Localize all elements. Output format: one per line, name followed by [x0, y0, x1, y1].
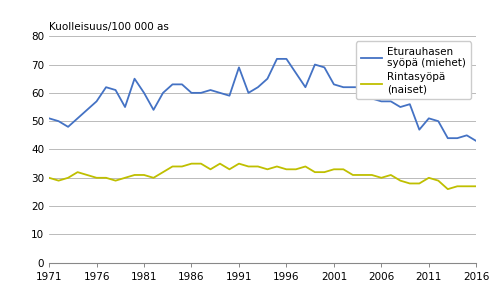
Eturauhasen
syöpä (miehet) [94, 100, 100, 103]
Eturauhasen
syöpä (miehet) [407, 102, 413, 106]
Eturauhasen
syöpä (miehet) [340, 85, 346, 89]
Rintasyöpä
(naiset) [283, 168, 289, 171]
Eturauhasen
syöpä (miehet) [46, 117, 52, 120]
Eturauhasen
syöpä (miehet) [122, 105, 128, 109]
Eturauhasen
syöpä (miehet) [464, 133, 470, 137]
Eturauhasen
syöpä (miehet) [236, 66, 242, 69]
Rintasyöpä
(naiset) [198, 162, 204, 165]
Rintasyöpä
(naiset) [94, 176, 100, 180]
Eturauhasen
syöpä (miehet) [473, 139, 479, 143]
Rintasyöpä
(naiset) [445, 187, 451, 191]
Rintasyöpä
(naiset) [274, 165, 280, 168]
Eturauhasen
syöpä (miehet) [293, 71, 299, 75]
Rintasyöpä
(naiset) [350, 173, 356, 177]
Eturauhasen
syöpä (miehet) [388, 100, 394, 103]
Text: Kuolleisuus/100 000 as: Kuolleisuus/100 000 as [49, 22, 169, 32]
Eturauhasen
syöpä (miehet) [189, 91, 194, 95]
Rintasyöpä
(naiset) [84, 173, 90, 177]
Eturauhasen
syöpä (miehet) [426, 117, 432, 120]
Eturauhasen
syöpä (miehet) [103, 85, 109, 89]
Eturauhasen
syöpä (miehet) [331, 82, 337, 86]
Rintasyöpä
(naiset) [189, 162, 194, 165]
Eturauhasen
syöpä (miehet) [436, 119, 441, 123]
Rintasyöpä
(naiset) [454, 185, 460, 188]
Rintasyöpä
(naiset) [246, 165, 251, 168]
Rintasyöpä
(naiset) [122, 176, 128, 180]
Rintasyöpä
(naiset) [151, 176, 157, 180]
Rintasyöpä
(naiset) [397, 179, 403, 182]
Eturauhasen
syöpä (miehet) [397, 105, 403, 109]
Line: Rintasyöpä
(naiset): Rintasyöpä (naiset) [49, 164, 476, 189]
Eturauhasen
syöpä (miehet) [274, 57, 280, 61]
Rintasyöpä
(naiset) [112, 179, 118, 182]
Rintasyöpä
(naiset) [226, 168, 232, 171]
Eturauhasen
syöpä (miehet) [255, 85, 261, 89]
Eturauhasen
syöpä (miehet) [312, 63, 318, 66]
Rintasyöpä
(naiset) [132, 173, 137, 177]
Eturauhasen
syöpä (miehet) [84, 108, 90, 112]
Eturauhasen
syöpä (miehet) [208, 88, 214, 92]
Eturauhasen
syöpä (miehet) [265, 77, 271, 81]
Rintasyöpä
(naiset) [340, 168, 346, 171]
Rintasyöpä
(naiset) [141, 173, 147, 177]
Line: Eturauhasen
syöpä (miehet): Eturauhasen syöpä (miehet) [49, 59, 476, 141]
Rintasyöpä
(naiset) [302, 165, 308, 168]
Rintasyöpä
(naiset) [75, 170, 81, 174]
Eturauhasen
syöpä (miehet) [151, 108, 157, 112]
Rintasyöpä
(naiset) [388, 173, 394, 177]
Eturauhasen
syöpä (miehet) [283, 57, 289, 61]
Rintasyöpä
(naiset) [379, 176, 384, 180]
Rintasyöpä
(naiset) [436, 179, 441, 182]
Eturauhasen
syöpä (miehet) [179, 82, 185, 86]
Rintasyöpä
(naiset) [322, 170, 327, 174]
Rintasyöpä
(naiset) [169, 165, 175, 168]
Rintasyöpä
(naiset) [312, 170, 318, 174]
Eturauhasen
syöpä (miehet) [359, 85, 365, 89]
Eturauhasen
syöpä (miehet) [454, 137, 460, 140]
Eturauhasen
syöpä (miehet) [350, 85, 356, 89]
Eturauhasen
syöpä (miehet) [416, 128, 422, 131]
Eturauhasen
syöpä (miehet) [379, 100, 384, 103]
Rintasyöpä
(naiset) [359, 173, 365, 177]
Rintasyöpä
(naiset) [160, 170, 166, 174]
Rintasyöpä
(naiset) [208, 168, 214, 171]
Eturauhasen
syöpä (miehet) [112, 88, 118, 92]
Eturauhasen
syöpä (miehet) [217, 91, 223, 95]
Rintasyöpä
(naiset) [55, 179, 61, 182]
Rintasyöpä
(naiset) [103, 176, 109, 180]
Eturauhasen
syöpä (miehet) [65, 125, 71, 129]
Eturauhasen
syöpä (miehet) [445, 137, 451, 140]
Rintasyöpä
(naiset) [331, 168, 337, 171]
Rintasyöpä
(naiset) [255, 165, 261, 168]
Rintasyöpä
(naiset) [407, 182, 413, 185]
Rintasyöpä
(naiset) [265, 168, 271, 171]
Eturauhasen
syöpä (miehet) [246, 91, 251, 95]
Rintasyöpä
(naiset) [369, 173, 375, 177]
Eturauhasen
syöpä (miehet) [160, 91, 166, 95]
Rintasyöpä
(naiset) [65, 176, 71, 180]
Eturauhasen
syöpä (miehet) [169, 82, 175, 86]
Eturauhasen
syöpä (miehet) [75, 117, 81, 120]
Rintasyöpä
(naiset) [293, 168, 299, 171]
Eturauhasen
syöpä (miehet) [322, 66, 327, 69]
Rintasyöpä
(naiset) [464, 185, 470, 188]
Eturauhasen
syöpä (miehet) [55, 119, 61, 123]
Rintasyöpä
(naiset) [236, 162, 242, 165]
Eturauhasen
syöpä (miehet) [302, 85, 308, 89]
Legend: Eturauhasen
syöpä (miehet), Rintasyöpä
(naiset): Eturauhasen syöpä (miehet), Rintasyöpä (… [355, 41, 471, 99]
Rintasyöpä
(naiset) [416, 182, 422, 185]
Eturauhasen
syöpä (miehet) [226, 94, 232, 98]
Rintasyöpä
(naiset) [217, 162, 223, 165]
Eturauhasen
syöpä (miehet) [198, 91, 204, 95]
Eturauhasen
syöpä (miehet) [141, 91, 147, 95]
Rintasyöpä
(naiset) [46, 176, 52, 180]
Rintasyöpä
(naiset) [179, 165, 185, 168]
Rintasyöpä
(naiset) [473, 185, 479, 188]
Eturauhasen
syöpä (miehet) [132, 77, 137, 81]
Rintasyöpä
(naiset) [426, 176, 432, 180]
Eturauhasen
syöpä (miehet) [369, 97, 375, 100]
